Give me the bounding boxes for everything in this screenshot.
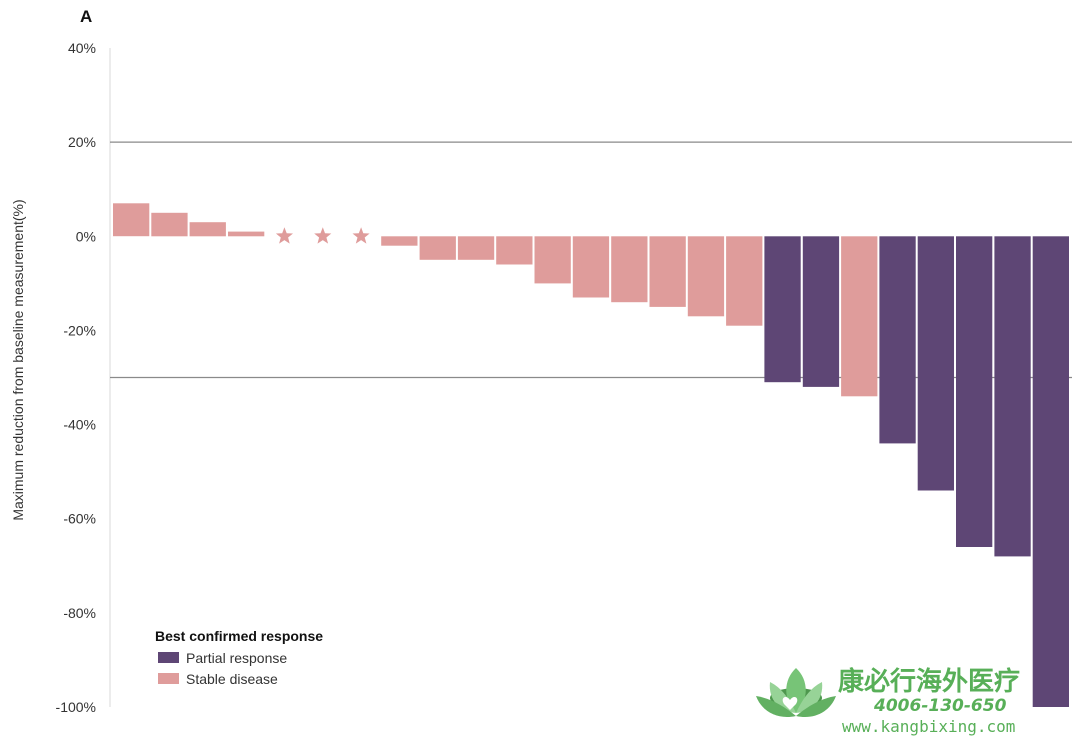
y-tick-label: -100% [56, 699, 96, 715]
bar [1032, 236, 1069, 708]
watermark-phone: 4006-130-650 [873, 696, 1007, 716]
bar [151, 212, 188, 237]
bar [917, 236, 954, 491]
watermark-url: www.kangbixing.com [842, 717, 1015, 736]
bar [726, 236, 763, 326]
legend-swatch-partial-response [158, 652, 179, 663]
star-marker [352, 227, 370, 244]
bar [994, 236, 1031, 557]
bar [381, 236, 418, 246]
y-tick-label: -20% [63, 322, 96, 338]
bar [534, 236, 571, 284]
y-tick-label: 20% [68, 134, 96, 150]
y-tick-label: -60% [63, 511, 96, 527]
watermark-name: 康必行海外医疗 [838, 666, 1020, 697]
bar [956, 236, 993, 548]
y-tick-label: 40% [68, 40, 96, 56]
bar [841, 236, 878, 397]
legend-label-stable-disease: Stable disease [186, 671, 278, 687]
y-tick-label: 0% [76, 228, 96, 244]
star-marker [275, 227, 293, 244]
bars [113, 203, 1069, 708]
bar [649, 236, 686, 307]
legend-label-partial-response: Partial response [186, 650, 287, 666]
bar [419, 236, 456, 260]
bar [572, 236, 610, 298]
bar [611, 236, 648, 303]
bar [189, 222, 226, 237]
bar [228, 231, 265, 237]
legend-title: Best confirmed response [155, 628, 323, 644]
legend-swatch-stable-disease [158, 673, 179, 684]
star-marker [314, 227, 332, 244]
bar [802, 236, 840, 387]
star-markers [275, 227, 370, 244]
panel-label: A [80, 7, 92, 26]
bar [113, 203, 150, 237]
bar [879, 236, 916, 444]
legend: Best confirmed response Partial response… [155, 628, 323, 687]
watermark: 康必行海外医疗 4006-130-650 www.kangbixing.com [756, 666, 1020, 736]
lotus-logo-icon [756, 668, 836, 718]
y-tick-label: -40% [63, 417, 96, 433]
bar [496, 236, 533, 265]
bar [764, 236, 801, 383]
bar [457, 236, 495, 260]
y-axis-label: Maximum reduction from baseline measurem… [10, 199, 26, 520]
y-axis-ticks: 40% 20% 0% -20% -40% -60% -80% -100% [56, 40, 96, 715]
y-tick-label: -80% [63, 605, 96, 621]
bar [687, 236, 725, 317]
